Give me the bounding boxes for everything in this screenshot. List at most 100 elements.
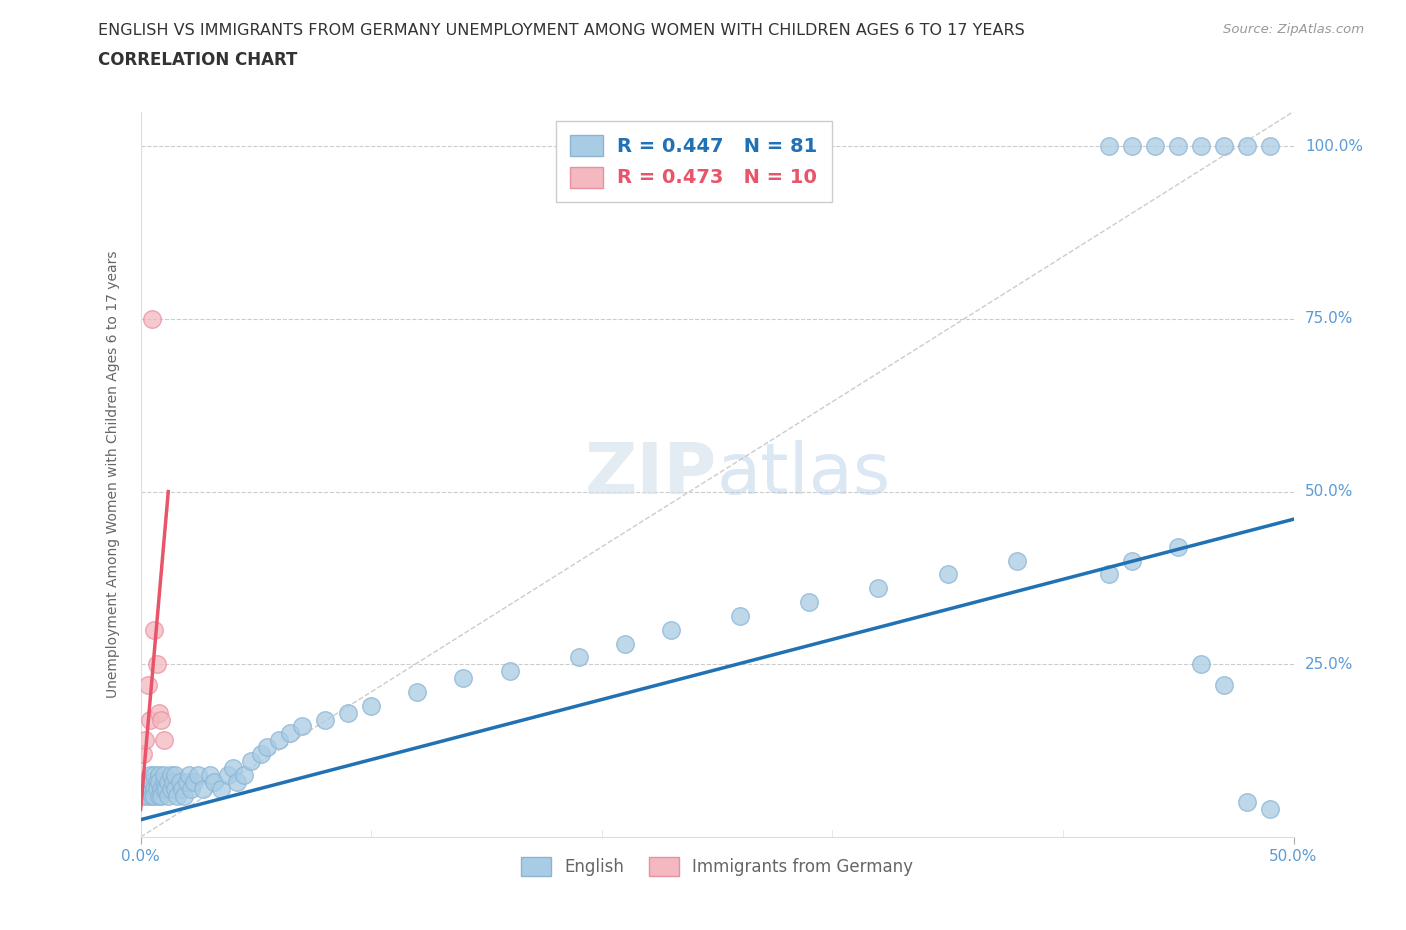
Y-axis label: Unemployment Among Women with Children Ages 6 to 17 years: Unemployment Among Women with Children A… <box>105 250 120 698</box>
Point <box>240 753 263 768</box>
Point <box>1121 139 1143 153</box>
Point <box>1144 139 1167 153</box>
Point <box>180 781 202 796</box>
Point <box>1167 539 1189 554</box>
Point <box>176 775 198 790</box>
Point <box>152 767 174 782</box>
Point <box>145 781 167 796</box>
Point <box>613 636 636 651</box>
Point <box>136 775 159 790</box>
Point <box>1167 139 1189 153</box>
Point <box>143 788 166 803</box>
Point <box>150 781 173 796</box>
Point <box>143 767 166 782</box>
Point <box>134 781 156 796</box>
Point <box>132 747 155 762</box>
Point <box>267 733 290 748</box>
Point <box>132 788 155 803</box>
Point <box>498 664 520 679</box>
Text: 50.0%: 50.0% <box>1305 485 1354 499</box>
Text: atlas: atlas <box>717 440 891 509</box>
Point <box>139 781 162 796</box>
Point <box>165 781 187 796</box>
Point <box>799 594 821 609</box>
Point <box>209 781 232 796</box>
Point <box>148 705 170 720</box>
Point <box>166 788 188 803</box>
Point <box>256 739 278 754</box>
Point <box>173 788 195 803</box>
Point <box>217 767 239 782</box>
Point <box>314 712 336 727</box>
Point <box>568 650 591 665</box>
Text: 100.0%: 100.0% <box>1305 139 1362 153</box>
Point <box>1236 139 1258 153</box>
Point <box>1121 553 1143 568</box>
Point <box>187 767 209 782</box>
Legend: English, Immigrants from Germany: English, Immigrants from Germany <box>515 851 920 884</box>
Point <box>157 788 180 803</box>
Point <box>159 767 181 782</box>
Point <box>136 788 159 803</box>
Point <box>141 788 163 803</box>
Point <box>1189 139 1212 153</box>
Text: 75.0%: 75.0% <box>1305 312 1354 326</box>
Point <box>145 775 167 790</box>
Point <box>936 567 959 582</box>
Point <box>453 671 475 685</box>
Point <box>249 747 271 762</box>
Point <box>143 781 166 796</box>
Point <box>360 698 382 713</box>
Point <box>868 581 890 596</box>
Point <box>233 767 256 782</box>
Point <box>169 775 191 790</box>
Point <box>162 775 184 790</box>
Point <box>183 775 205 790</box>
Point <box>145 657 167 671</box>
Point <box>291 719 314 734</box>
Point <box>728 608 751 623</box>
Point <box>155 781 177 796</box>
Point <box>1005 553 1028 568</box>
Text: ENGLISH VS IMMIGRANTS FROM GERMANY UNEMPLOYMENT AMONG WOMEN WITH CHILDREN AGES 6: ENGLISH VS IMMIGRANTS FROM GERMANY UNEMP… <box>98 23 1025 38</box>
Point <box>1236 795 1258 810</box>
Point <box>177 767 200 782</box>
Point <box>134 733 156 748</box>
Point <box>159 781 181 796</box>
Point <box>226 775 249 790</box>
Point <box>165 767 187 782</box>
Point <box>337 705 360 720</box>
Point <box>1213 139 1236 153</box>
Point <box>152 733 174 748</box>
Point <box>202 775 225 790</box>
Point <box>141 775 163 790</box>
Point <box>191 781 214 796</box>
Point <box>198 767 221 782</box>
Text: ZIP: ZIP <box>585 440 717 509</box>
Point <box>1213 678 1236 693</box>
Text: CORRELATION CHART: CORRELATION CHART <box>98 51 298 69</box>
Point <box>1189 657 1212 671</box>
Point <box>1098 567 1121 582</box>
Point <box>141 312 163 326</box>
Point <box>1260 802 1282 817</box>
Point <box>659 622 682 637</box>
Point <box>148 788 170 803</box>
Point <box>152 775 174 790</box>
Point <box>222 761 245 776</box>
Point <box>139 712 162 727</box>
Point <box>148 775 170 790</box>
Point <box>139 767 162 782</box>
Point <box>136 678 159 693</box>
Text: Source: ZipAtlas.com: Source: ZipAtlas.com <box>1223 23 1364 36</box>
Text: 25.0%: 25.0% <box>1305 657 1354 671</box>
Point <box>1098 139 1121 153</box>
Point <box>148 767 170 782</box>
Point <box>152 781 174 796</box>
Point <box>150 788 173 803</box>
Point <box>157 775 180 790</box>
Point <box>143 622 166 637</box>
Point <box>406 684 429 699</box>
Point <box>150 712 173 727</box>
Point <box>1260 139 1282 153</box>
